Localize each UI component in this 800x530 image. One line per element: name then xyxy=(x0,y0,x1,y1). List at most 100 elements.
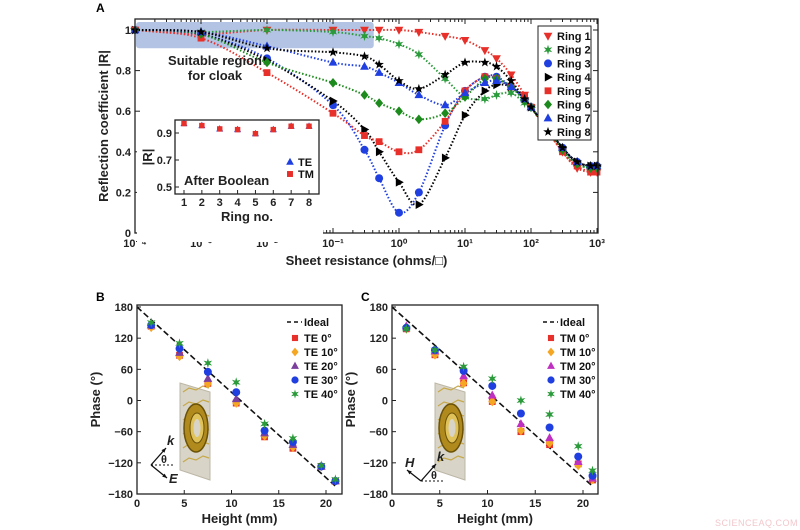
plot-frame-b xyxy=(136,304,343,495)
ring-6-point xyxy=(360,90,369,100)
tm-20deg-point xyxy=(545,433,554,442)
honeycomb-pattern xyxy=(437,455,465,463)
x-tick-label: 5 xyxy=(437,498,443,510)
legend-label: TM 10° xyxy=(560,347,596,359)
tm-40deg-point xyxy=(588,465,597,476)
ring-2-point xyxy=(480,94,490,104)
y-tick-label: 180 xyxy=(115,302,133,314)
inset-background xyxy=(137,118,323,242)
suitable-region-label: for cloak xyxy=(188,68,243,83)
ring-8-point xyxy=(480,57,490,67)
ring-8-point xyxy=(526,102,536,112)
panel-label-b: B xyxy=(96,290,105,304)
x-tick-label: 10² xyxy=(523,238,539,250)
ring-1-point xyxy=(492,55,501,64)
ring-8-point xyxy=(506,75,516,85)
ring-2-point xyxy=(360,31,369,42)
inset-tm-point xyxy=(306,123,312,129)
y-tick-label: −120 xyxy=(363,458,388,470)
inset-x-tick-label: 7 xyxy=(288,197,294,209)
ring-1-point xyxy=(440,32,450,41)
legend-marker xyxy=(291,361,299,369)
ring-7-point xyxy=(374,67,384,76)
y-tick-label: 1 xyxy=(125,25,131,37)
y-tick-label: 0.8 xyxy=(116,66,131,78)
legend-label: Ring 8 xyxy=(557,127,591,139)
legend-label: TM 0° xyxy=(560,333,589,345)
ring-6-point xyxy=(375,98,384,108)
ring-1-point xyxy=(460,36,470,45)
x-tick-label: 10¹ xyxy=(457,238,473,250)
legend-marker xyxy=(544,72,553,82)
chart-a: 10⁻⁴ 10⁻³ 10⁻² 10⁻¹ 10⁰ 10¹ 10² 10³00.20.40.60.… xyxy=(96,18,605,268)
tm-40deg-point xyxy=(573,441,583,452)
y-tick-label: −60 xyxy=(114,427,133,439)
inset-legend-marker xyxy=(286,157,294,165)
tm-30deg-point xyxy=(545,423,554,432)
legend-label: Ring 6 xyxy=(557,100,591,112)
legend-marker xyxy=(544,99,552,110)
ring-8-point xyxy=(196,27,206,37)
legend-label: Ring 4 xyxy=(557,72,591,84)
x-tick-label: 0 xyxy=(389,498,395,510)
legend-marker xyxy=(547,347,555,357)
x-axis-label: Height (mm) xyxy=(202,511,278,526)
e-label: E xyxy=(169,471,178,486)
x-tick-label: 10⁰ xyxy=(391,238,408,250)
legend-b: Ideal TE 0° TE 10° TE 20° TE 30° TE 40° xyxy=(287,317,338,401)
ring-4-point xyxy=(361,125,370,134)
ring-3-point xyxy=(360,145,369,154)
te-40deg-point xyxy=(175,338,184,349)
ring-2-point xyxy=(374,33,384,44)
h-label: H xyxy=(405,455,415,470)
legend-marker xyxy=(543,32,553,41)
y-tick-label: 0 xyxy=(382,396,388,408)
tm-40deg-point xyxy=(430,345,440,356)
inset-tm-point xyxy=(181,120,187,127)
y-tick-label: −180 xyxy=(363,489,388,501)
ring-8-point xyxy=(519,94,530,104)
ring-4-curve xyxy=(134,29,598,207)
y-tick-label: 120 xyxy=(370,333,388,345)
inset-y-axis-label: |R| xyxy=(140,149,155,166)
legend-label: Ring 5 xyxy=(557,86,591,98)
ring-8-point xyxy=(592,161,602,171)
legend-label: TM 20° xyxy=(560,361,596,373)
plot-frame-c xyxy=(391,304,599,495)
x-axis-label: Height (mm) xyxy=(457,511,533,526)
legend-marker xyxy=(291,376,299,384)
incidence-diagram: kθE xyxy=(150,433,178,486)
tm-40deg-point xyxy=(402,323,411,334)
ring-7-point xyxy=(440,100,450,109)
ring-8-point xyxy=(262,43,272,53)
legend-label: TM 30° xyxy=(560,375,596,387)
ring-4-point xyxy=(441,153,450,163)
inset-legend-marker xyxy=(287,171,293,177)
h-field-arrow-head xyxy=(407,470,412,475)
x-tick-label: 10⁻¹ xyxy=(322,238,344,250)
ring-2-point xyxy=(440,73,450,84)
x-axis-label: Sheet resistance (ohms/□) xyxy=(286,253,448,268)
legend-marker xyxy=(543,44,553,55)
ring-2-point xyxy=(506,87,516,98)
ring-5-point xyxy=(395,148,403,156)
honeycomb-pattern xyxy=(182,455,210,463)
ring-3-point xyxy=(395,208,403,217)
ring-7-point xyxy=(506,82,516,91)
y-tick-label: 180 xyxy=(370,302,388,314)
ring-8-point xyxy=(374,59,384,69)
tm-20deg-point xyxy=(573,456,583,465)
honeycomb-pattern xyxy=(437,385,465,393)
y-axis-label: Reflection coefficient |R| xyxy=(96,50,111,202)
inset-frame xyxy=(174,119,320,195)
x-tick-label: 10 xyxy=(481,498,493,510)
te-40deg-point xyxy=(231,377,241,388)
legend-label: Ring 2 xyxy=(557,45,591,57)
x-tick-label: 10³ xyxy=(589,238,605,250)
te-40deg-point xyxy=(146,317,156,328)
plot-frame-a xyxy=(134,18,599,234)
inset-legend-label: TM xyxy=(298,169,314,181)
y-tick-label: 0.4 xyxy=(116,147,132,159)
inset-x-tick-label: 3 xyxy=(217,197,223,209)
